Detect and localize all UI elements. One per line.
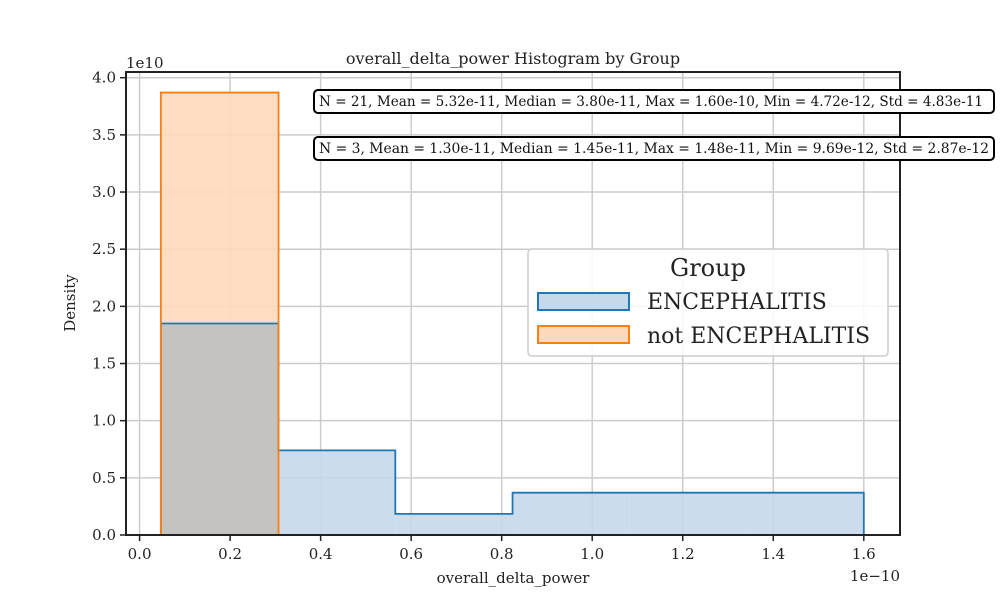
y-tick-label: 3.0 — [92, 183, 116, 201]
y-tick-label: 0.0 — [92, 526, 116, 544]
y-tick-label: 3.5 — [92, 126, 116, 144]
bar-encephalitis — [512, 492, 630, 535]
x-tick-label: 0.6 — [399, 545, 423, 563]
plot-frame — [125, 71, 901, 536]
bar-encephalitis — [278, 450, 396, 535]
bar-overlap — [160, 323, 279, 535]
legend-label-encephalitis: ENCEPHALITIS — [647, 290, 827, 315]
legend-swatch-encephalitis — [537, 292, 630, 311]
annotation-1-frame — [313, 89, 995, 114]
x-tick-label: 1.0 — [580, 545, 604, 563]
annotation-2-text: N = 3, Mean = 1.30e-11, Median = 1.45e-1… — [319, 141, 989, 157]
bar-encephalitis — [395, 513, 513, 535]
bar-encephalitis — [629, 492, 748, 535]
x-tick-label: 0.2 — [218, 545, 242, 563]
y-tick-label: 4.0 — [92, 69, 116, 87]
annotation-1-text: N = 21, Mean = 5.32e-11, Median = 3.80e-… — [319, 94, 983, 110]
y-tick-label: 2.0 — [92, 297, 116, 315]
x-tick-label: 0.0 — [128, 545, 152, 563]
x-tick-label: 1.6 — [852, 545, 876, 563]
x-tick-label: 1.2 — [671, 545, 695, 563]
legend-swatch-not-encephalitis — [537, 325, 630, 344]
annotation-2-frame — [313, 136, 995, 161]
x-axis-title: overall_delta_power — [437, 569, 591, 587]
chart-title: overall_delta_power Histogram by Group — [346, 49, 680, 68]
histogram-bars — [159, 91, 865, 536]
legend-title: Group — [670, 254, 746, 282]
y-tick-label: 2.5 — [92, 240, 116, 258]
y-tick-label: 1.5 — [92, 355, 116, 373]
y-tick-label: 1.0 — [92, 412, 116, 430]
legend-label-not-encephalitis: not ENCEPHALITIS — [647, 324, 870, 349]
x-scale-label: 1e−10 — [850, 567, 900, 585]
y-scale-label: 1e10 — [126, 54, 164, 72]
x-tick-label: 0.4 — [309, 545, 333, 563]
annotation-box-2: N = 3, Mean = 1.30e-11, Median = 1.45e-1… — [313, 136, 995, 161]
legend: Group ENCEPHALITIS not ENCEPHALITIS — [527, 248, 889, 357]
x-tick-label: 0.8 — [490, 545, 514, 563]
axis-ticks: 0.0 0.2 0.4 0.6 0.8 1.0 1.2 1.4 1.6 0.0 0.5 1.0 1.5 2… — [92, 69, 876, 563]
y-tick-label: 0.5 — [92, 469, 116, 487]
step-outline-encephalitis — [159, 322, 865, 535]
x-tick-label: 1.4 — [761, 545, 785, 563]
step-outline-not-encephalitis — [159, 91, 280, 535]
annotation-box-1: N = 21, Mean = 5.32e-11, Median = 3.80e-… — [313, 89, 995, 114]
bar-encephalitis — [747, 492, 864, 535]
y-axis-title: Density — [61, 274, 79, 332]
